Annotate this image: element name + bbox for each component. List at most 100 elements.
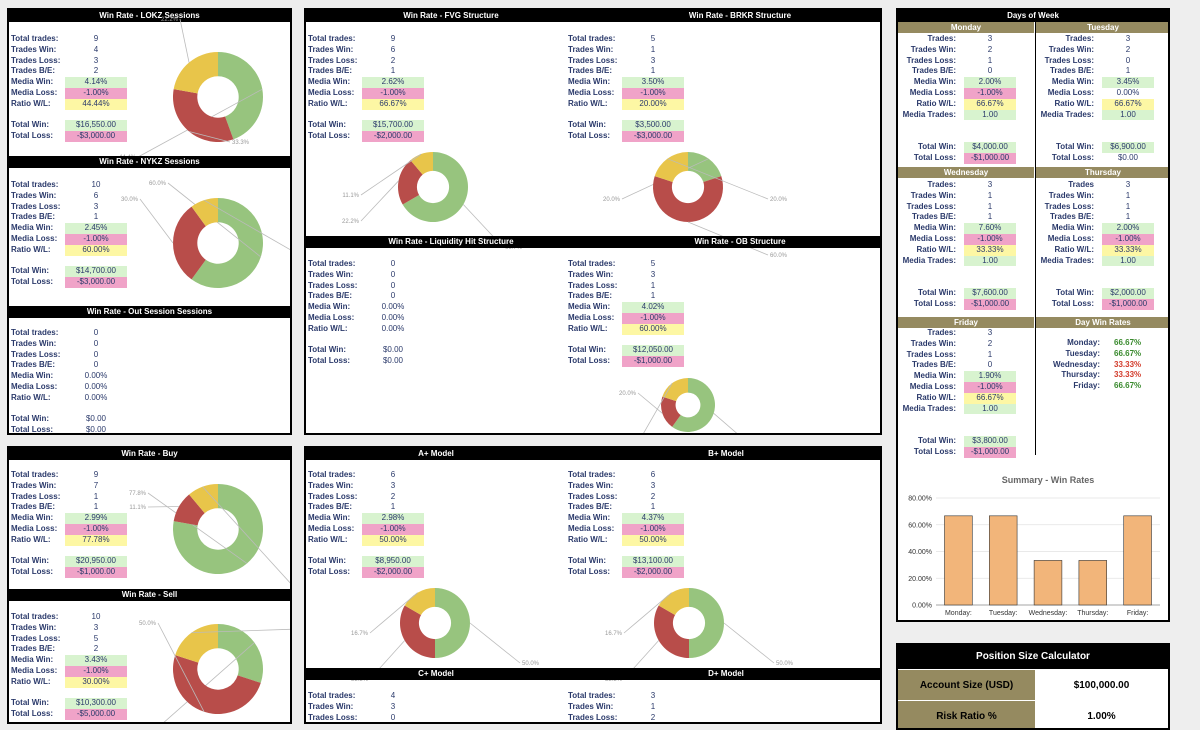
media-loss-row-label: Media Loss:: [909, 381, 956, 391]
leader-line: [157, 622, 205, 712]
total-loss-row-value: -$1,000.00: [65, 567, 127, 578]
media-loss-row-label: Media Loss:: [308, 87, 355, 97]
slice-percent-label: 33.3%: [351, 677, 369, 683]
trades-be-row-value: 0: [93, 360, 99, 370]
slice-percent-label: 66.7%: [505, 245, 523, 251]
trades-row-value: 3: [987, 180, 993, 189]
structure-panel: Win Rate - FVG Structure Win Rate - BRKR…: [304, 8, 882, 435]
total-loss-row: Total Loss: -$1,000.00: [902, 446, 1024, 458]
win-slice: [435, 588, 470, 658]
trades-loss-row-value: 5: [93, 633, 99, 643]
lokz-donut: 44.4%33.3%22.2%: [119, 17, 263, 161]
y-tick-label: 40.00%: [908, 549, 932, 556]
fvg-stats: Total trades: 9 Trades Win: 6 Trades Loss: 2 T…: [308, 34, 430, 142]
total-win-row: Total Win: $7,600.00: [902, 287, 1024, 299]
trades-loss-row: Trades Loss: 1: [902, 350, 1024, 361]
slice-percent-label: 33.3%: [605, 677, 623, 683]
total-win-row-label: Total Win:: [918, 141, 956, 151]
ratio-row-label: Ratio W/L:: [11, 392, 51, 402]
trades-row-value: 3: [987, 34, 993, 43]
media-loss-row-label: Media Loss:: [909, 87, 956, 97]
loss-slice: [398, 160, 423, 205]
trades-row-value: 3: [987, 328, 993, 337]
ratio-row: Ratio W/L: 66.67%: [902, 98, 1024, 110]
day-win-rates-title: Day Win Rates: [1036, 317, 1168, 328]
total-loss-row: Total Loss: -$1,000.00: [902, 152, 1024, 164]
trades-win-row-label: Trades Win:: [568, 44, 614, 54]
trades-row-value: 3: [1125, 34, 1131, 43]
trades-loss-row: Trades Loss: 3: [11, 202, 133, 213]
trades-win-row-value: 2: [987, 44, 993, 54]
trades-be-row-label: Trades B/E:: [11, 212, 56, 222]
slice-percent-label: 20.0%: [619, 391, 637, 397]
ratio-row-label: Ratio W/L:: [308, 534, 348, 544]
total-trades-row: Total trades: 10: [11, 180, 133, 191]
account-size-label: Account Size (USD): [898, 670, 1035, 701]
models-panel: A+ Model B+ Model Total trades: 6 Trades W…: [304, 446, 882, 724]
trades-win-row-label: Trades Win:: [11, 338, 57, 348]
ob-title: Win Rate - OB Structure: [694, 237, 786, 246]
days-title: Days of Week: [898, 10, 1168, 22]
ratio-row: Ratio W/L: 20.00%: [568, 98, 690, 110]
structure-header-bar: [306, 10, 880, 22]
media-loss-row: Media Loss: -1.00%: [1040, 233, 1162, 245]
trades-win-row-value: 6: [390, 44, 396, 54]
trades-loss-row-label: Trades Loss:: [568, 55, 618, 65]
trades-be-row-label: Trades B/E:: [911, 212, 956, 222]
trades-win-row: Trades Win: 0: [11, 339, 133, 350]
buy-title: Win Rate - Buy: [9, 448, 290, 460]
x-tick-label: Wednesday:: [1029, 610, 1068, 617]
leader-line: [360, 180, 399, 222]
fvg-donut: 66.7% 22.2% 11.1%: [342, 152, 523, 251]
trades-loss-row-value: 1: [987, 55, 993, 65]
ratio-row-value: 66.67%: [362, 98, 424, 110]
total-loss-row-label: Total Loss:: [308, 567, 351, 577]
trades-win-row: Trades Win: 1: [902, 191, 1024, 202]
win-slice: [689, 588, 724, 658]
total-loss-row-label: Total Loss:: [11, 425, 54, 435]
media-win-row: Media Win: 2.62%: [308, 77, 430, 88]
trades-be-row-value: 1: [1125, 212, 1131, 222]
total-loss-row-value: -$5,000.00: [65, 709, 127, 720]
day-win-rate-day: Thursday:: [1061, 370, 1100, 380]
trades-win-row-label: Trades Win:: [910, 190, 956, 200]
total-trades-row: Total trades: 0: [308, 259, 430, 270]
trades-be-row-value: 1: [650, 502, 656, 512]
total-loss-row: Total Loss: $0.00: [1040, 153, 1162, 164]
leader-line: [147, 506, 180, 508]
media-win-row-label: Media Win:: [568, 77, 611, 87]
trades-be-row: Trades B/E: 0: [11, 360, 133, 371]
media-win-row-label: Media Win:: [11, 77, 54, 87]
slice-percent-label: 22.2%: [342, 219, 360, 225]
media-win-row: Media Win: 0.00%: [11, 371, 133, 382]
trades-loss-row: Trades Loss: 0: [1040, 56, 1162, 67]
total-win-row-value: $13,100.00: [622, 556, 684, 568]
be-slice: [404, 588, 435, 615]
total-loss-row-label: Total Loss:: [11, 131, 54, 141]
ratio-row-value: 60.00%: [65, 244, 127, 256]
be-slice: [173, 52, 218, 94]
trades-win-row-value: 6: [93, 190, 99, 200]
total-loss-row: Total Loss: -$1,000.00: [902, 298, 1024, 310]
trades-win-row-label: Trades Win:: [1048, 44, 1094, 54]
ratio-row-value: 66.67%: [964, 392, 1016, 404]
account-size-value[interactable]: $100,000.00: [1035, 670, 1168, 701]
total-loss-row: Total Loss: -$1,000.00: [1040, 298, 1162, 310]
thursday-stats: Trades 3 Trades Win: 1 Trades Loss: 1 Trades B…: [1040, 180, 1162, 310]
trades-win-row: Trades Win: 4: [11, 45, 133, 56]
leader-line: [469, 622, 521, 664]
out-title: Win Rate - Out Session Sessions: [9, 306, 290, 318]
slice-percent-label: 77.8%: [129, 491, 147, 497]
monday-stats: Trades: 3 Trades Win: 2 Trades Loss: 1 Trades …: [902, 34, 1024, 164]
media-trades-row: Media Trades: 1.00: [902, 109, 1024, 121]
trades-win-row: Trades Win: 6: [308, 45, 430, 56]
sessions-panel: Win Rate - LOKZ Sessions Total trades: 9 T…: [7, 8, 292, 435]
media-loss-row-value: -1.00%: [964, 87, 1016, 99]
trades-be-row: Trades B/E: 0: [902, 360, 1024, 371]
total-loss-row-label: Total Loss:: [308, 356, 351, 366]
media-loss-row: Media Loss: 0.00%: [11, 382, 133, 393]
risk-ratio-value[interactable]: 1.00%: [1035, 701, 1168, 728]
trades-row: Trades: 3: [902, 34, 1024, 45]
media-loss-row-value: -1.00%: [65, 523, 127, 535]
total-trades-row-value: 0: [390, 259, 396, 268]
